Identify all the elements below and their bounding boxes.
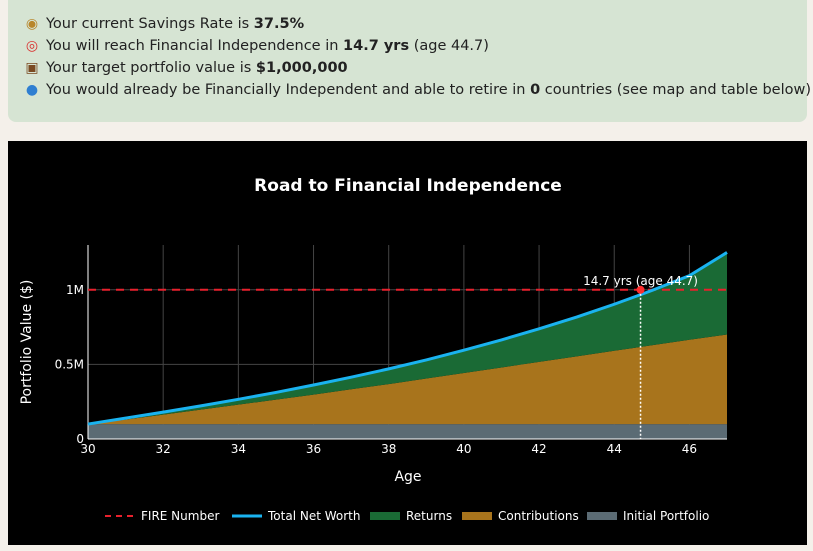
fi-time-text: You will reach Financial Independence in <box>46 38 344 54</box>
savings-rate-text: Your current Savings Rate is <box>46 16 254 32</box>
y-tick-label: 1M <box>66 283 84 297</box>
legend-contributions-label: Contributions <box>498 509 579 523</box>
fi-annotation: 14.7 yrs (age 44.7) <box>583 274 698 288</box>
net-worth-line <box>87 251 728 426</box>
legend-initial-portfolio-swatch <box>587 512 617 520</box>
area-contributions <box>88 334 727 425</box>
summary-panel: ◉ Your current Savings Rate is 37.5% ◎ You… <box>8 0 811 122</box>
fi-time-line: ◎ You will reach Financial Independence i… <box>22 35 807 57</box>
countries-text-post: countries (see map and table below) <box>540 82 812 98</box>
fi-chart[interactable]: Road to Financial Independence 14.7 yrs (… <box>8 141 807 545</box>
x-tick-label: 40 <box>456 442 471 456</box>
globe-icon: ● <box>25 82 39 98</box>
savings-rate-value: 37.5% <box>253 16 305 32</box>
legend-returns-label: Returns <box>406 509 452 523</box>
legend-initial-portfolio-label: Initial Portfolio <box>623 509 709 523</box>
fi-age-text: (age 44.7) <box>409 38 489 54</box>
x-axis-label: Age <box>394 469 421 485</box>
legend-returns-swatch <box>370 512 400 520</box>
y-axis-label: Portfolio Value ($) <box>19 280 35 405</box>
target-icon: ◎ <box>25 38 39 54</box>
legend-total-net-worth-label: Total Net Worth <box>267 509 360 523</box>
area-returns <box>88 252 727 425</box>
target-portfolio-value: $1,000,000 <box>255 60 348 76</box>
y-tick-label: 0 <box>76 432 84 446</box>
x-tick-label: 34 <box>231 442 246 456</box>
fi-point-marker <box>636 285 645 294</box>
briefcase-icon: ▣ <box>25 60 39 76</box>
x-tick-label: 38 <box>381 442 396 456</box>
chart-svg: Road to Financial Independence 14.7 yrs (… <box>19 176 728 523</box>
area-initial-portfolio <box>88 424 727 439</box>
x-tick-label: 32 <box>156 442 171 456</box>
x-tick-label: 36 <box>306 442 321 456</box>
fi-years-value: 14.7 yrs <box>343 38 410 54</box>
x-tick-label: 46 <box>682 442 697 456</box>
savings-rate-line: ◉ Your current Savings Rate is 37.5% <box>22 13 807 35</box>
countries-text-pre: You would already be Financially Indepen… <box>46 82 531 98</box>
target-portfolio-text: Your target portfolio value is <box>46 60 256 76</box>
x-tick-label: 44 <box>607 442 622 456</box>
money-bag-icon: ◉ <box>25 16 39 32</box>
target-portfolio-line: ▣ Your target portfolio value is $1,000,0… <box>22 57 807 79</box>
x-tick-label: 30 <box>80 442 95 456</box>
legend-contributions-swatch <box>462 512 492 520</box>
chart-title: Road to Financial Independence <box>254 176 562 196</box>
legend-fire-number-label: FIRE Number <box>141 509 219 523</box>
y-tick-label: 0.5M <box>55 357 84 371</box>
countries-count: 0 <box>530 82 541 98</box>
x-tick-label: 42 <box>531 442 546 456</box>
countries-line: ● You would already be Financially Indepe… <box>22 79 811 101</box>
